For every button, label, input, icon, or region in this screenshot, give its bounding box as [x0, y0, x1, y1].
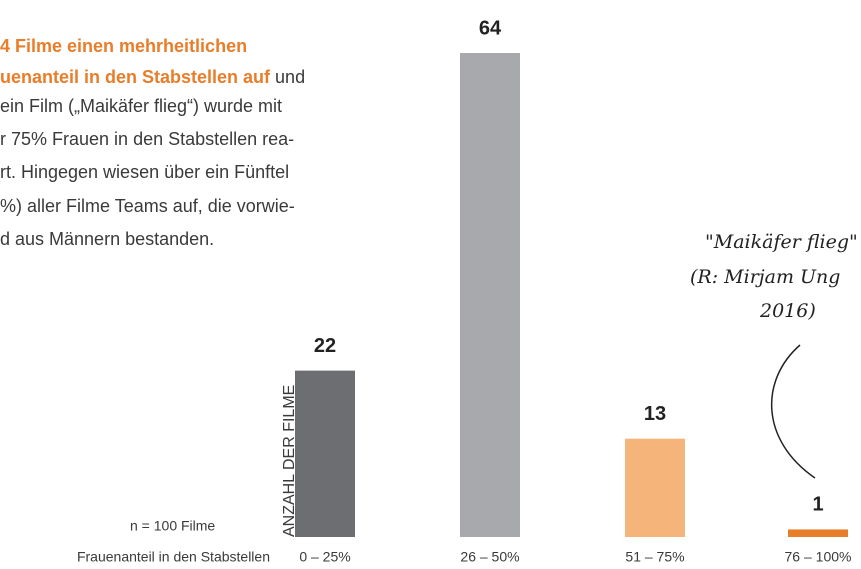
paragraph-line: %) aller Filme Teams auf, die vorwie- — [0, 196, 295, 216]
paragraph-line: ein Film („Maikäfer flieg“) wurde mit — [0, 96, 282, 116]
text-run: 4 Filme einen mehrheitlichen — [0, 36, 247, 56]
value-label: 64 — [479, 17, 502, 39]
x-tick-label: 0 – 25% — [299, 549, 350, 565]
x-axis-label: Frauenanteil in den Stabstellen — [77, 549, 270, 565]
text-run: und — [270, 67, 305, 87]
bar — [788, 529, 848, 537]
bar — [295, 370, 355, 537]
text-block: 4 Filme einen mehrheitlichen uenanteil in… — [0, 36, 305, 249]
x-tick-label: 26 – 50% — [460, 549, 519, 565]
x-tick-label: 51 – 75% — [625, 549, 684, 565]
bar — [460, 53, 520, 537]
bar — [625, 438, 685, 537]
text-run: %) aller Filme Teams auf, die vorwie- — [0, 196, 295, 216]
paragraph-line: rt. Hingegen wiesen über ein Fünftel — [0, 162, 289, 182]
value-label: 1 — [812, 494, 823, 516]
text-run: d aus Männern bestanden. — [0, 229, 214, 249]
annotation: "Maikäfer flieg" — [705, 231, 858, 253]
text-run: r 75% Frauen in den Stabstellen rea- — [0, 129, 294, 149]
paragraph-line: r 75% Frauen in den Stabstellen rea- — [0, 129, 294, 149]
value-label: 22 — [314, 335, 336, 357]
value-label: 13 — [644, 403, 666, 425]
paragraph-line: d aus Männern bestanden. — [0, 229, 214, 249]
paragraph-line: 4 Filme einen mehrheitlichen — [0, 36, 247, 56]
annotation: (R: Mirjam Ung — [690, 266, 840, 288]
annotation: 2016) — [759, 300, 816, 322]
y-axis-label: ANZAHL DER FILME — [281, 385, 298, 537]
paragraph-line: uenanteil in den Stabstellen auf und — [0, 67, 305, 87]
text-run: ein Film („Maikäfer flieg“) wurde mit — [0, 96, 282, 116]
annotation-curve — [771, 344, 816, 479]
x-tick-label: 76 – 100% — [785, 549, 852, 565]
note: n = 100 Filme — [130, 518, 215, 534]
text-run: rt. Hingegen wiesen über ein Fünftel — [0, 162, 289, 182]
text-run: uenanteil in den Stabstellen auf — [0, 67, 271, 87]
